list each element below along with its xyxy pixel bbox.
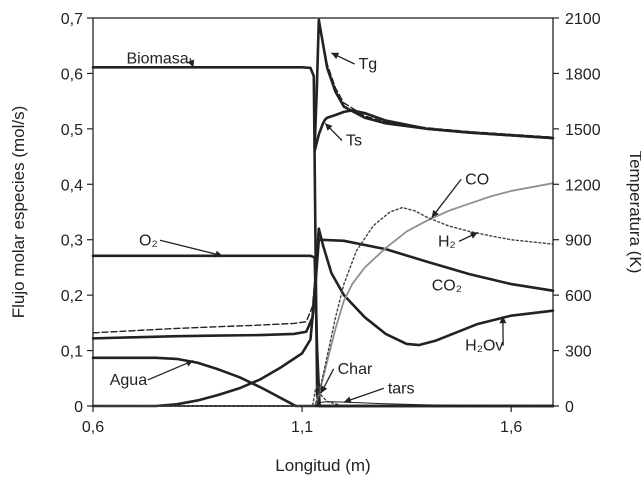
y-left-tick-label: 0,4 — [61, 177, 83, 194]
y-right-tick-label: 300 — [565, 344, 592, 361]
y-right-tick-label: 0 — [565, 399, 574, 416]
annotation-label: O₂ — [139, 232, 158, 249]
annotation-label: Biomasa — [126, 50, 188, 67]
annotation-arrow — [160, 240, 223, 256]
annotation-label: Ts — [346, 132, 362, 149]
y-left-tick-label: 0,1 — [61, 344, 83, 361]
y-left-tick-label: 0,6 — [61, 66, 83, 83]
y-axis-left-label: Flujo molar especies (mol/s) — [9, 106, 28, 319]
y-right-tick-label: 1200 — [565, 177, 601, 194]
x-axis-label: Longitud (m) — [275, 456, 370, 475]
y-left-tick-label: 0,7 — [61, 11, 83, 28]
y-left-tick-label: 0,5 — [61, 122, 83, 139]
y-right-tick-label: 2100 — [565, 11, 601, 28]
annotation-label: Agua — [110, 372, 147, 389]
x-tick-label: 1,6 — [500, 419, 522, 436]
annotation-label: Char — [338, 361, 373, 378]
y-right-tick-label: 900 — [565, 233, 592, 250]
annotation-label: Tg — [359, 56, 378, 73]
chart-annotations: Biomasa O₂ Agua Tg Ts CO H₂ CO₂ H₂Ov Char tars — [110, 50, 507, 403]
x-tick-label: 0,6 — [82, 419, 104, 436]
annotation-label: H₂Ov — [465, 338, 503, 355]
annotation-label: H₂ — [438, 233, 456, 250]
y-right-tick-label: 1800 — [565, 66, 601, 83]
annotation-arrow — [148, 361, 194, 380]
series-line-h2 — [93, 208, 553, 406]
series-line-h2ov — [93, 229, 553, 345]
series-line-h2ov-dashed — [93, 229, 319, 333]
annotation-label: tars — [388, 380, 415, 397]
annotation-arrowhead — [344, 397, 352, 404]
x-tick-label: 1,1 — [291, 419, 313, 436]
y-left-tick-label: 0 — [74, 399, 83, 416]
y-left-tick-label: 0,2 — [61, 288, 83, 305]
annotation-label: CO₂ — [432, 278, 462, 295]
y-axis-right-label: Temperatura (K) — [626, 151, 641, 274]
series-line-biomasa — [93, 67, 553, 406]
y-right-tick-label: 600 — [565, 288, 592, 305]
y-right-tick-label: 1500 — [565, 122, 601, 139]
y-left-tick-label: 0,3 — [61, 233, 83, 250]
annotation-label: CO — [465, 171, 489, 188]
